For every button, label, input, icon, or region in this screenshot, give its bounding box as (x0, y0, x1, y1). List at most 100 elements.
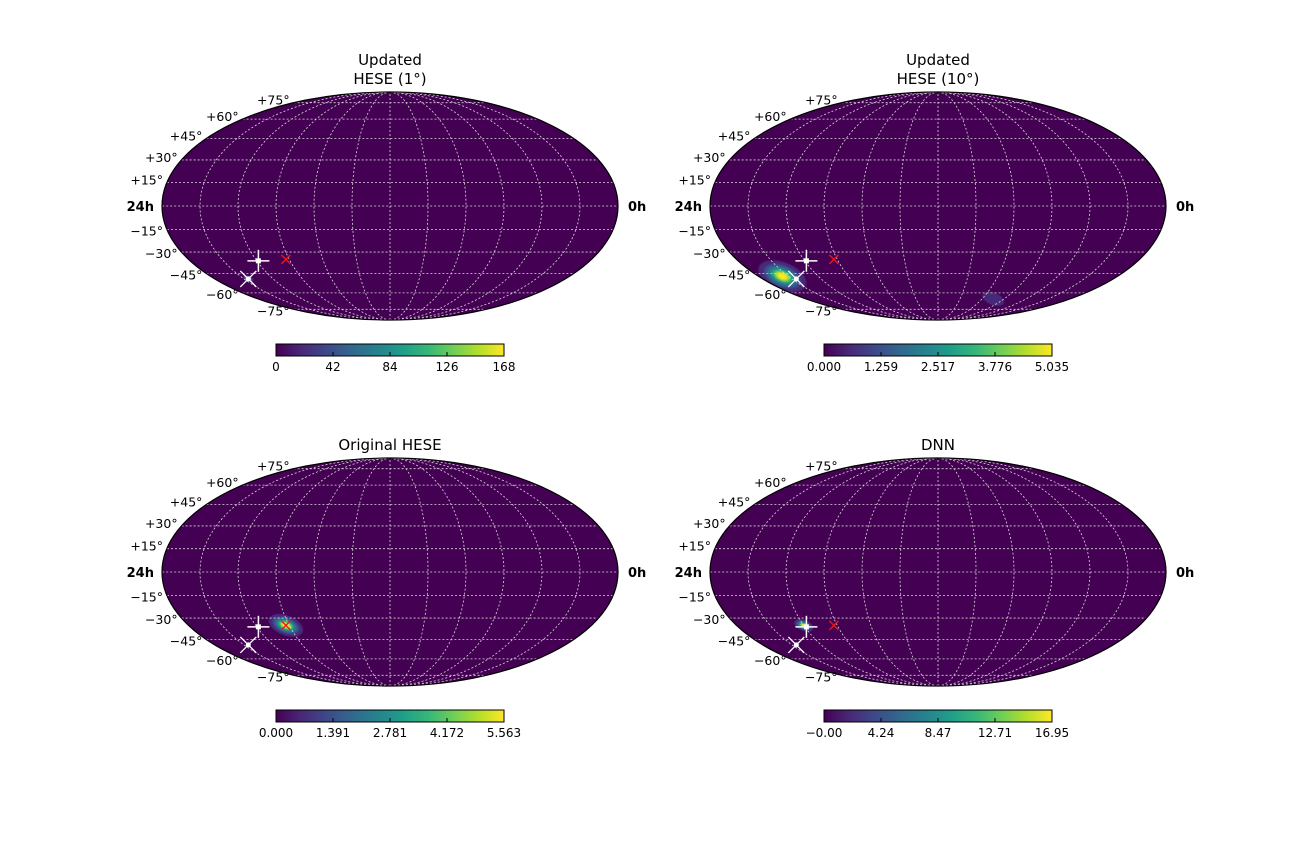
dec-label: +60° (754, 109, 787, 124)
meridian-line (237, 458, 391, 686)
colorbar-tick-label: 1.259 (864, 360, 898, 374)
skymap-panel: DNN 24h 0h +75° +60°+45° +30° +15° −15° −30° −45°… (675, 436, 1195, 740)
red-x-marker (828, 254, 839, 265)
dec-label: −75° (257, 303, 290, 318)
colorbar-tick-label: 8.47 (925, 726, 952, 740)
dec-label: −60° (754, 287, 787, 302)
meridian-line (199, 92, 391, 320)
ra-label-left: 24h (127, 200, 154, 215)
heat-hotspot (968, 282, 1018, 316)
skymap-outline (161, 457, 619, 687)
dec-label: +75° (257, 93, 290, 108)
panel-title: HESE (10°) (897, 70, 980, 88)
dec-label: −60° (206, 287, 239, 302)
colorbar-tick-label: 126 (436, 360, 459, 374)
dec-label: +15° (130, 539, 163, 554)
white-x-marker (787, 636, 805, 654)
dec-label: +60° (206, 475, 239, 490)
panel-title: Updated (358, 51, 422, 69)
dec-label: +30° (145, 516, 178, 531)
ra-label-right: 0h (628, 566, 646, 581)
dec-label: −15° (678, 589, 711, 604)
dec-label: +15° (130, 173, 163, 188)
meridian-line (823, 458, 939, 686)
meridian-line (275, 92, 391, 320)
dec-label: +60° (206, 109, 239, 124)
white-plus-marker (795, 249, 818, 272)
ra-label-right: 0h (1176, 200, 1194, 215)
dec-label: +30° (145, 150, 178, 165)
colorbar-tick-label: 0.000 (807, 360, 841, 374)
ra-label-right: 0h (1176, 566, 1194, 581)
panel-title: Updated (906, 51, 970, 69)
dec-label: +45° (718, 129, 751, 144)
skymap-outline (709, 457, 1167, 687)
graticule (710, 458, 1166, 686)
meridian-line (237, 92, 391, 320)
meridian-line (785, 92, 939, 320)
white-x-marker (239, 270, 257, 288)
meridian-line (937, 458, 1091, 686)
meridian-line (389, 458, 505, 686)
white-x-marker (239, 636, 257, 654)
dec-label: −15° (678, 223, 711, 238)
ra-label-left: 24h (675, 566, 702, 581)
panel-title: HESE (1°) (353, 70, 426, 88)
dec-label: −30° (145, 612, 178, 627)
colorbar-tick-label: 12.71 (978, 726, 1012, 740)
ra-label-right: 0h (628, 200, 646, 215)
dec-label: +45° (170, 129, 203, 144)
dec-label: +45° (718, 495, 751, 510)
skymap-panel: Original HESE 24h 0h +75° +60°+45° +30° +15° −1… (127, 436, 647, 740)
meridian-line (937, 92, 1091, 320)
colorbar-tick-label: 3.776 (978, 360, 1012, 374)
dec-label: −60° (754, 653, 787, 668)
white-plus-marker (795, 615, 818, 638)
panel-title: DNN (921, 436, 955, 454)
panel-title: Original HESE (338, 436, 441, 454)
meridian-line (937, 92, 1053, 320)
dec-label: −30° (145, 246, 178, 261)
dec-label: −75° (805, 303, 838, 318)
dec-label: −75° (257, 669, 290, 684)
meridian-line (389, 458, 581, 686)
ra-label-left: 24h (675, 200, 702, 215)
colorbar-tick-label: 5.563 (487, 726, 521, 740)
colorbar-tick-label: 0 (272, 360, 280, 374)
colorbar-tick-label: 42 (325, 360, 340, 374)
graticule (162, 92, 618, 320)
dec-label: −15° (130, 223, 163, 238)
skymap-outline (161, 91, 619, 321)
graticule (710, 92, 1166, 320)
dec-label: +15° (678, 539, 711, 554)
meridian-line (937, 458, 1129, 686)
dec-label: +75° (257, 459, 290, 474)
meridian-line (389, 92, 505, 320)
dec-label: −45° (718, 267, 751, 282)
colorbar-tick-label: 16.95 (1035, 726, 1069, 740)
dec-label: +15° (678, 173, 711, 188)
meridian-line (747, 458, 939, 686)
meridian-line (785, 458, 939, 686)
dec-label: −75° (805, 669, 838, 684)
white-x-marker (787, 270, 805, 288)
dec-label: +30° (693, 150, 726, 165)
colorbar-tick-label: 84 (382, 360, 397, 374)
dec-label: −45° (170, 633, 203, 648)
ra-label-left: 24h (127, 566, 154, 581)
white-plus-marker (247, 249, 270, 272)
meridian-line (389, 92, 543, 320)
colorbar-tick-label: 168 (493, 360, 516, 374)
dec-label: +75° (805, 459, 838, 474)
dec-label: −45° (170, 267, 203, 282)
meridian-line (747, 92, 939, 320)
red-x-marker (280, 620, 291, 631)
meridian-line (823, 92, 939, 320)
colorbar-tick-label: 2.517 (921, 360, 955, 374)
meridian-line (199, 458, 391, 686)
graticule (162, 458, 618, 686)
colorbar-tick-label: 5.035 (1035, 360, 1069, 374)
